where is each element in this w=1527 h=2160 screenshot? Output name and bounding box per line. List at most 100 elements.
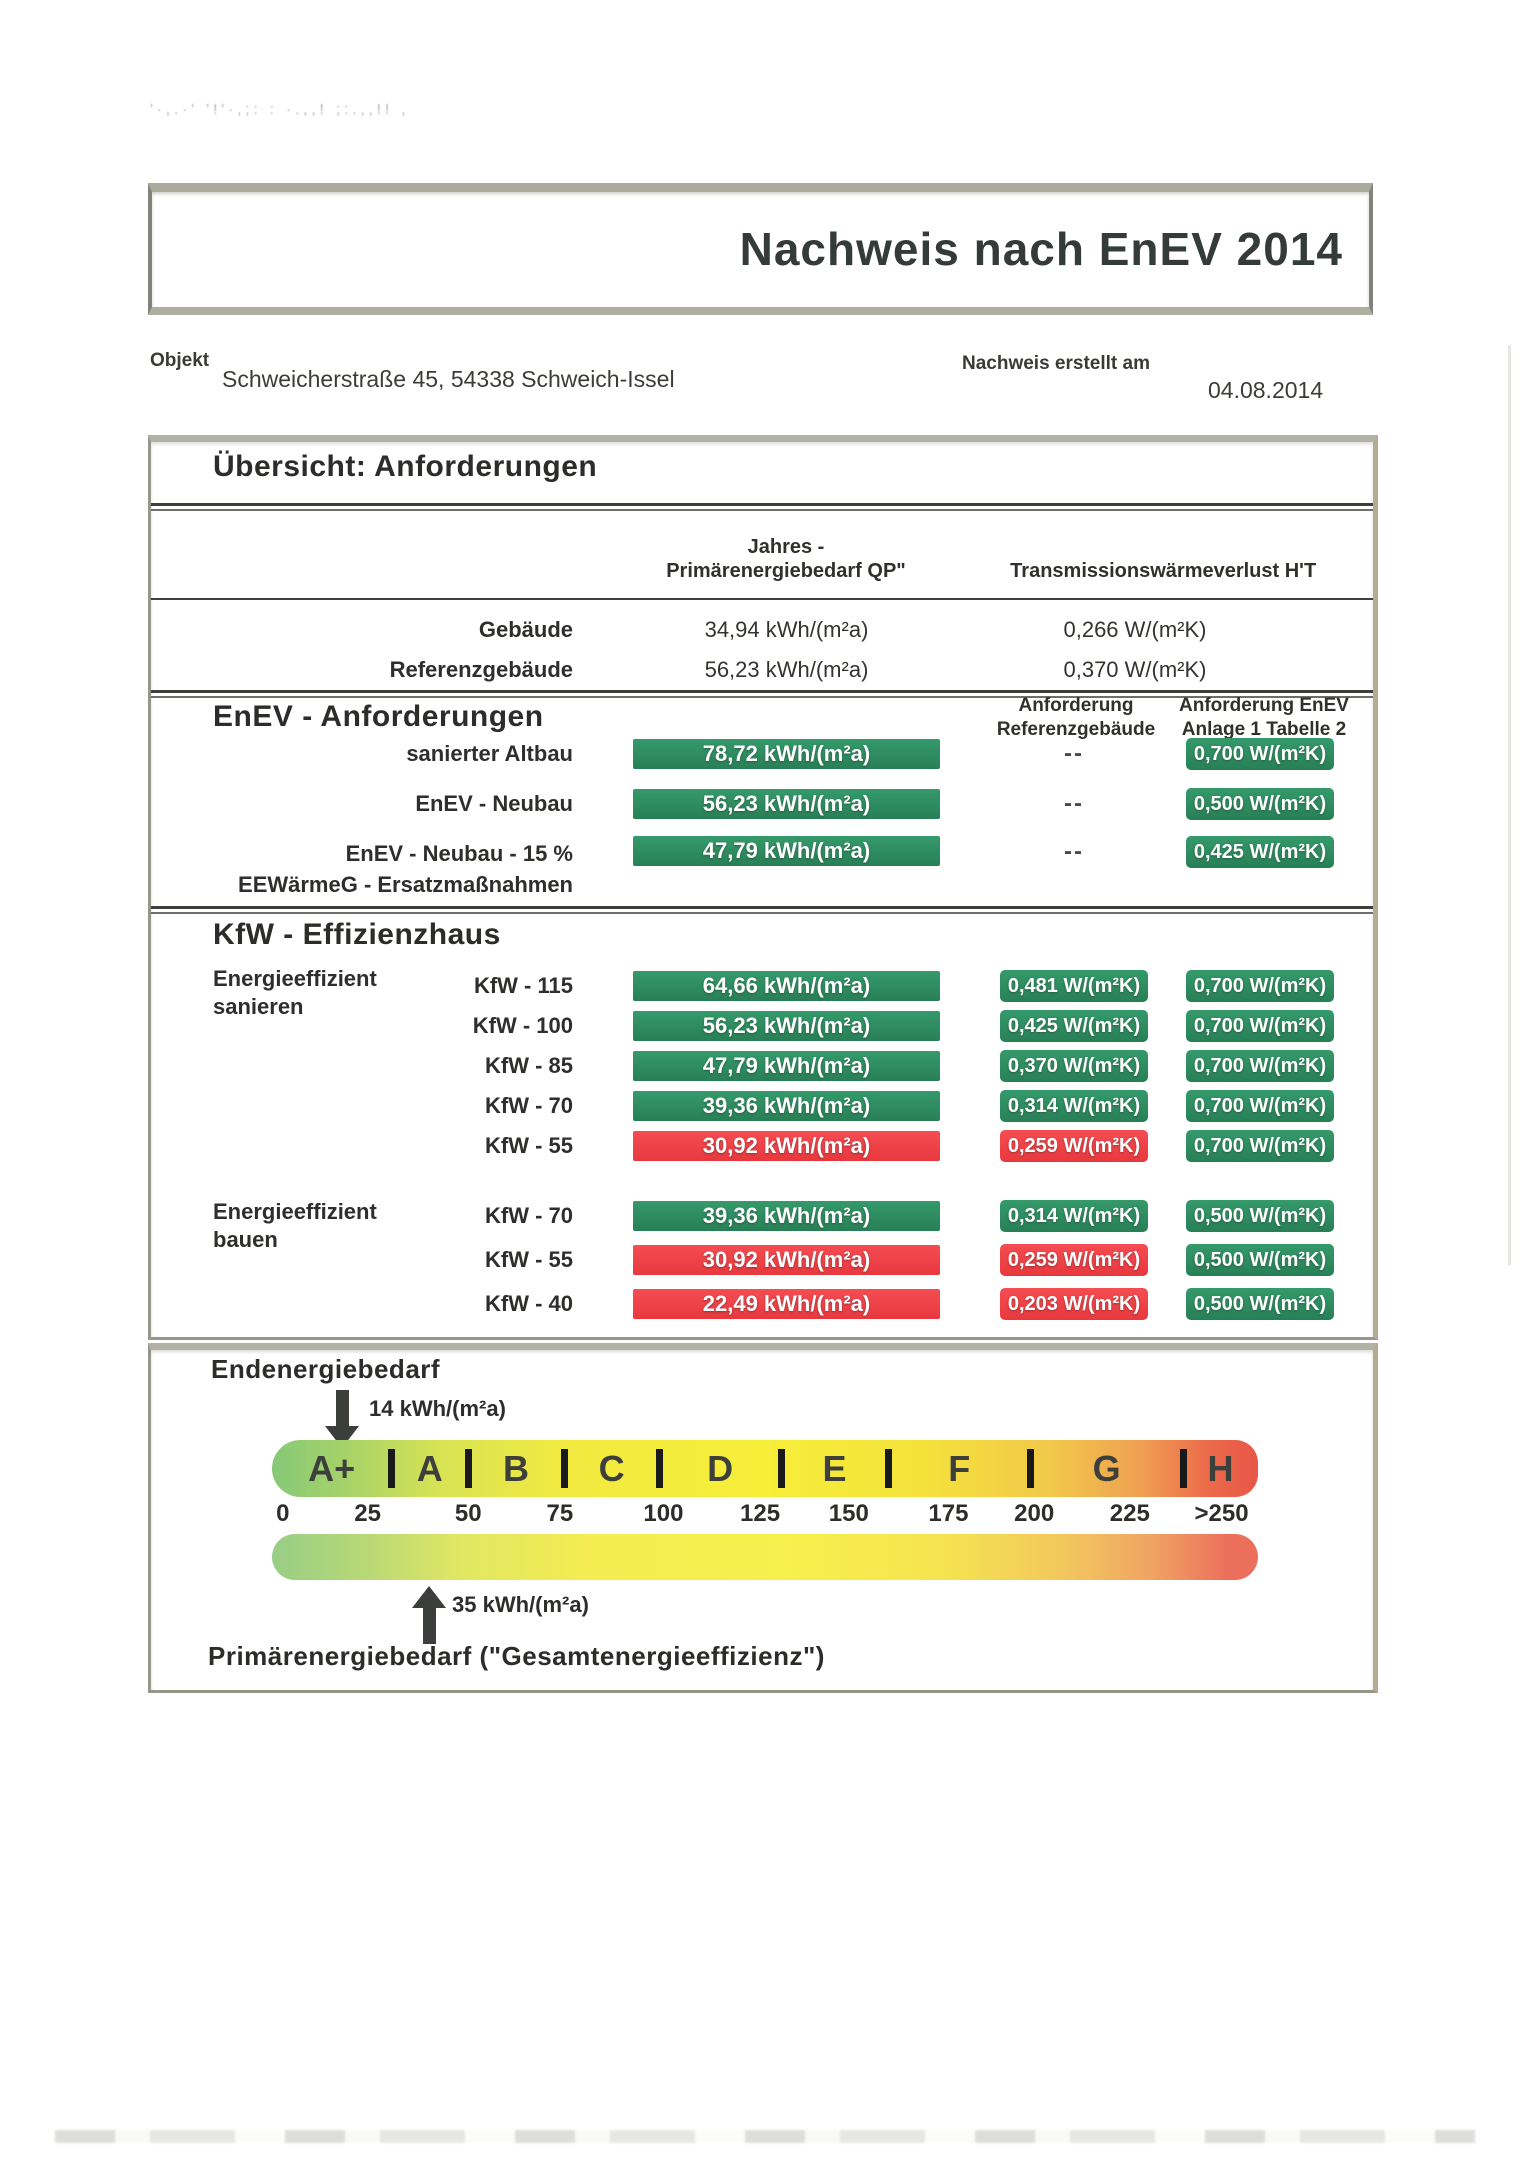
enev-heading: EnEV - Anforderungen <box>213 700 544 733</box>
scan-artifact-text: '·,.·' '!'·,;: : ·.,,! ;:.,,!! , <box>150 101 410 118</box>
kfw-row: KfW - 100 56,23 kWh/(m²a) 0,425 W/(m²K) … <box>151 1010 1373 1042</box>
kfw-row: KfW - 85 47,79 kWh/(m²a) 0,370 W/(m²K) 0… <box>151 1050 1373 1082</box>
primaerenergiebedarf-label: Primärenergiebedarf ("Gesamtenergieeffiz… <box>208 1641 825 1671</box>
class-segment: C <box>564 1440 664 1497</box>
row-label: sanierter Altbau <box>406 741 573 766</box>
uebersicht-row-referenz: Referenzgebäude 56,23 kWh/(m²a) 0,370 W/… <box>151 650 1373 690</box>
anlage-badge: 0,700 W/(m²K) <box>1186 1130 1334 1162</box>
qp-value: 34,94 kWh/(m²a) <box>704 617 869 642</box>
class-segment: H <box>1207 1447 1234 1489</box>
ht-badge: 0,314 W/(m²K) <box>1000 1090 1148 1122</box>
scan-bottom-smudge <box>55 2130 1475 2143</box>
tick-label: 200 <box>1014 1500 1055 1527</box>
title-box: Nachweis nach EnEV 2014 <box>148 183 1373 315</box>
class-segment: F <box>888 1440 1035 1497</box>
ref-dash: -- <box>1064 740 1084 767</box>
ht-badge: 0,314 W/(m²K) <box>1000 1200 1148 1232</box>
tick-label: >250 <box>1194 1500 1249 1527</box>
anlage-badge: 0,500 W/(m²K) <box>1186 788 1334 820</box>
kfw-row: KfW - 40 22,49 kWh/(m²a) 0,203 W/(m²K) 0… <box>151 1288 1373 1320</box>
class-segment: A+ <box>272 1440 396 1497</box>
tick-label: 0 <box>276 1500 290 1527</box>
anlage-badge: 0,700 W/(m²K) <box>1186 1050 1334 1082</box>
kfw-row: KfW - 55 30,92 kWh/(m²a) 0,259 W/(m²K) 0… <box>151 1244 1373 1276</box>
divider <box>151 906 1373 914</box>
class-segment: E <box>781 1440 893 1497</box>
kfw-heading: KfW - Effizienzhaus <box>213 918 501 951</box>
tick-label: 25 <box>354 1500 381 1527</box>
enev-row: EnEV - Neubau 56,23 kWh/(m²a) -- 0,500 W… <box>151 788 1373 820</box>
row-label: KfW - 70 <box>485 1093 573 1118</box>
ht-badge: 0,370 W/(m²K) <box>1000 1050 1148 1082</box>
tick-label: 50 <box>454 1500 482 1527</box>
energy-class-scale: A+ A B C D E F G H <box>272 1440 1258 1497</box>
uebersicht-row-gebaeude: Gebäude 34,94 kWh/(m²a) 0,266 W/(m²K) <box>151 610 1373 650</box>
anlage-badge: 0,700 W/(m²K) <box>1186 970 1334 1002</box>
tick-label: 175 <box>928 1500 969 1527</box>
ht-badge: 0,203 W/(m²K) <box>1000 1288 1148 1320</box>
anlage-badge: 0,700 W/(m²K) <box>1186 1090 1334 1122</box>
qp-value-bar: 56,23 kWh/(m²a) <box>633 789 940 819</box>
enev-col-ref-header: Anforderung Referenzgebäude <box>996 695 1156 740</box>
row-label: KfW - 100 <box>472 1013 573 1038</box>
ht-badge: 0,259 W/(m²K) <box>1000 1244 1148 1276</box>
tick-label: 100 <box>643 1500 684 1527</box>
kfw-row: KfW - 70 39,36 kWh/(m²a) 0,314 W/(m²K) 0… <box>151 1200 1373 1232</box>
class-segment: D <box>659 1440 786 1497</box>
row-label: KfW - 55 <box>485 1133 573 1158</box>
anlage-badge: 0,700 W/(m²K) <box>1186 738 1334 770</box>
enev-row: EnEV - Neubau - 15 % EEWärmeG - Ersatzma… <box>151 836 1373 900</box>
objekt-label: Objekt <box>150 350 210 371</box>
enev-col-anlage-header: Anforderung EnEV Anlage 1 Tabelle 2 <box>1179 695 1349 740</box>
kfw-row: KfW - 55 30,92 kWh/(m²a) 0,259 W/(m²K) 0… <box>151 1130 1373 1162</box>
anlage-badge: 0,500 W/(m²K) <box>1186 1288 1334 1320</box>
divider <box>151 690 1373 698</box>
qp-value: 56,23 kWh/(m²a) <box>704 657 869 682</box>
tick-label: 225 <box>1109 1500 1150 1527</box>
kfw-group-bauen-label: Energieeffizient bauen <box>213 1199 377 1252</box>
created-label: Nachweis erstellt am <box>962 353 1150 374</box>
requirements-box: Übersicht: Anforderungen Jahres - Primär… <box>148 435 1378 1340</box>
ht-value: 0,266 W/(m²K) <box>1063 617 1207 642</box>
ref-dash: -- <box>1064 790 1084 817</box>
scale-ticks: 0 25 50 75 100 125 150 175 200 225 >250 <box>272 1500 1258 1530</box>
row-label: EnEV - Neubau <box>415 791 573 816</box>
row-label: Referenzgebäude <box>389 657 573 682</box>
anlage-badge: 0,700 W/(m²K) <box>1186 1010 1334 1042</box>
kfw-group-sanieren-label: Energieeffizient sanieren <box>213 966 377 1019</box>
class-segment: G <box>1030 1440 1187 1497</box>
row-label: KfW - 115 <box>473 973 573 998</box>
anlage-badge: 0,425 W/(m²K) <box>1186 836 1334 868</box>
col-header-qp: Jahres - Primärenergiebedarf QP" <box>666 536 906 582</box>
scan-edge-line <box>1508 345 1511 1265</box>
tick-label: 150 <box>828 1500 869 1527</box>
arrow-up-icon <box>412 1586 446 1644</box>
qp-value-bar: 30,92 kWh/(m²a) <box>633 1131 940 1161</box>
anlage-badge: 0,500 W/(m²K) <box>1186 1200 1334 1232</box>
enev-row: sanierter Altbau 78,72 kWh/(m²a) -- 0,70… <box>151 738 1373 770</box>
kfw-row: KfW - 115 64,66 kWh/(m²a) 0,481 W/(m²K) … <box>151 970 1373 1002</box>
row-label: EnEV - Neubau - 15 % EEWärmeG - Ersatzma… <box>238 841 573 897</box>
ht-value: 0,370 W/(m²K) <box>1063 657 1207 682</box>
qp-value-bar: 47,79 kWh/(m²a) <box>633 1051 940 1081</box>
endenergie-value: 14 kWh/(m²a) <box>369 1396 506 1421</box>
qp-value-bar: 30,92 kWh/(m²a) <box>633 1245 940 1275</box>
objekt-address: Schweicherstraße 45, 54338 Schweich-Isse… <box>222 366 675 392</box>
tick-label: 75 <box>546 1500 574 1527</box>
qp-value-bar: 39,36 kWh/(m²a) <box>633 1201 940 1231</box>
ht-badge: 0,259 W/(m²K) <box>1000 1130 1148 1162</box>
row-label: KfW - 55 <box>485 1247 573 1272</box>
ht-badge: 0,425 W/(m²K) <box>1000 1010 1148 1042</box>
primary-energy-gradient-bar <box>272 1534 1258 1580</box>
row-label: KfW - 85 <box>485 1053 573 1078</box>
qp-value-bar: 22,49 kWh/(m²a) <box>633 1289 940 1319</box>
row-label: KfW - 70 <box>485 1203 573 1228</box>
ref-dash: -- <box>1064 838 1084 865</box>
created-date: 04.08.2014 <box>1208 377 1324 403</box>
row-label: Gebäude <box>478 617 573 642</box>
anlage-badge: 0,500 W/(m²K) <box>1186 1244 1334 1276</box>
energy-scale-box: Endenergiebedarf 14 kWh/(m²a) A+ A B C D… <box>148 1343 1378 1693</box>
qp-value-bar: 47,79 kWh/(m²a) <box>633 836 940 866</box>
ht-badge: 0,481 W/(m²K) <box>1000 970 1148 1002</box>
